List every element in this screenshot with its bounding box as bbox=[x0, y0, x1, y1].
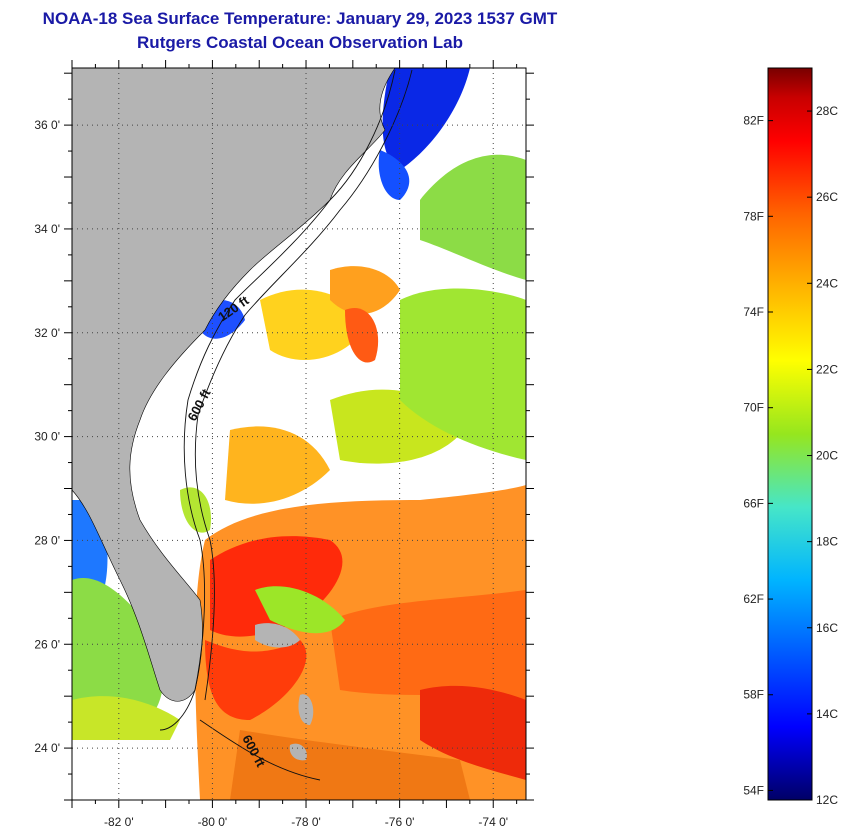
celsius-label: 20C bbox=[816, 449, 838, 463]
fahrenheit-label: 70F bbox=[743, 401, 764, 415]
axis-ticks bbox=[64, 60, 534, 808]
fahrenheit-label: 74F bbox=[743, 305, 764, 319]
lat-label: 36 0' bbox=[34, 118, 60, 132]
lon-label: -76 0' bbox=[385, 815, 415, 829]
sst-field bbox=[72, 68, 526, 800]
celsius-label: 14C bbox=[816, 707, 838, 721]
fahrenheit-label: 58F bbox=[743, 688, 764, 702]
celsius-label: 24C bbox=[816, 276, 838, 290]
celsius-label: 28C bbox=[816, 104, 838, 118]
colorbar-celsius-labels: 28C 26C 24C 22C 20C 18C 16C 14C 12C bbox=[816, 104, 838, 807]
fahrenheit-label: 82F bbox=[743, 114, 764, 128]
colorbar: 82F 78F 74F 70F 66F 62F 58F 54F 28C 26C … bbox=[743, 67, 838, 807]
longitude-labels: -82 0' -80 0' -78 0' -76 0' -74 0' bbox=[104, 815, 508, 829]
colorbar-scale bbox=[767, 67, 813, 801]
fahrenheit-label: 78F bbox=[743, 209, 764, 223]
celsius-label: 22C bbox=[816, 362, 838, 376]
celsius-label: 26C bbox=[816, 190, 838, 204]
lon-label: -82 0' bbox=[104, 815, 134, 829]
celsius-label: 16C bbox=[816, 621, 838, 635]
lon-label: -78 0' bbox=[291, 815, 321, 829]
map-frame bbox=[71, 67, 527, 801]
fahrenheit-label: 66F bbox=[743, 496, 764, 510]
celsius-label: 12C bbox=[816, 793, 838, 807]
lat-label: 34 0' bbox=[34, 222, 60, 236]
lat-label: 26 0' bbox=[34, 637, 60, 651]
lat-label: 32 0' bbox=[34, 326, 60, 340]
lat-label: 28 0' bbox=[34, 533, 60, 547]
colorbar-fahrenheit-labels: 82F 78F 74F 70F 66F 62F 58F 54F bbox=[743, 114, 764, 798]
lat-label: 24 0' bbox=[34, 741, 60, 755]
map-title: NOAA-18 Sea Surface Temperature: January… bbox=[42, 9, 558, 28]
depth-contours bbox=[159, 69, 413, 781]
colorbar-ticks bbox=[768, 110, 812, 801]
celsius-label: 18C bbox=[816, 535, 838, 549]
fahrenheit-label: 54F bbox=[743, 783, 764, 797]
lon-label: -80 0' bbox=[198, 815, 228, 829]
latitude-labels: 36 0' 34 0' 32 0' 30 0' 28 0' 26 0' 24 0… bbox=[34, 118, 60, 755]
map-subtitle: Rutgers Coastal Ocean Observation Lab bbox=[137, 33, 463, 52]
lon-label: -74 0' bbox=[478, 815, 508, 829]
lat-label: 30 0' bbox=[34, 430, 60, 444]
graticule bbox=[72, 68, 526, 800]
map-area bbox=[72, 68, 526, 800]
fahrenheit-label: 62F bbox=[743, 592, 764, 606]
land-mass bbox=[72, 68, 396, 702]
